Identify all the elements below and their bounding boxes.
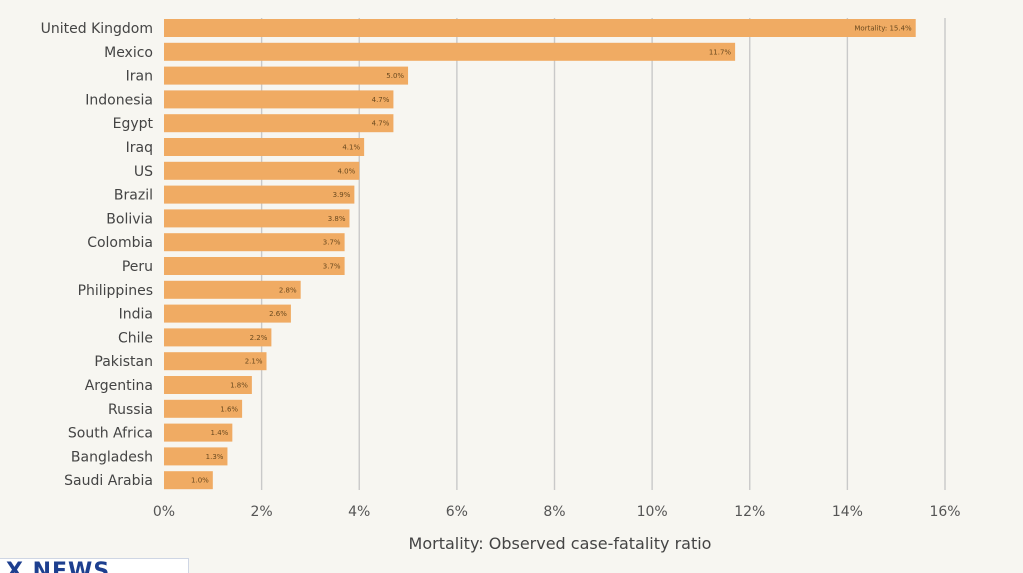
bar [164,90,394,109]
bar [164,114,394,133]
bar [164,352,267,371]
x-tick-label: 4% [348,504,370,520]
data-label: 3.7% [323,263,341,271]
category-label: Iran [126,69,153,85]
data-label: 3.7% [323,239,341,247]
category-label: Indonesia [85,92,153,108]
category-label: Pakistan [94,354,153,370]
bar [164,304,291,323]
data-label: 1.6% [220,405,238,413]
bar [164,399,243,418]
bar [164,66,409,85]
bar [164,423,233,442]
category-labels: United Kingdom Mexico Iran Indonesia Egypt Ir… [41,21,154,489]
bar [164,471,213,490]
data-label: 1.0% [191,477,209,485]
grid-lines [260,18,946,490]
x-tick-label: 0% [153,504,175,520]
data-label: 4.1% [342,144,360,152]
bar [164,257,345,275]
data-label: 4.7% [372,120,390,128]
data-label: 2.8% [279,286,297,294]
category-label: Russia [108,402,153,418]
x-axis-title: Mortality: Observed case-fatality ratio [409,534,712,553]
category-label: Peru [122,259,153,275]
category-label: Saudi Arabia [64,473,153,489]
news-logo-text: X NEWS [6,559,111,573]
data-label: 1.8% [230,382,248,390]
category-label: Colombia [87,235,153,251]
data-label: 4.0% [337,167,355,175]
category-label: Philippines [78,283,153,299]
x-tick-label: 8% [543,504,565,520]
x-tick-label: 12% [734,504,765,520]
category-label: India [119,307,153,323]
x-tick-labels: 0% 2% 4% 6% 8% 10% 12% 14% 16% [153,504,961,520]
data-label: 11.7% [709,48,732,56]
bar [164,161,360,180]
bar [164,233,345,252]
category-label: US [134,164,153,180]
bar [164,280,301,299]
x-tick-label: 14% [832,504,863,520]
data-label: 1.4% [211,429,229,437]
data-label: 3.8% [328,215,346,223]
data-label: 1.3% [206,453,224,461]
data-label: 5.0% [386,72,404,80]
x-tick-label: 10% [637,504,668,520]
category-label: Bangladesh [71,449,153,465]
category-label: Brazil [114,188,153,204]
data-label: 2.2% [250,334,268,342]
bar [164,185,355,204]
category-label: South Africa [68,426,153,442]
bar [164,138,365,156]
data-label: 3.9% [333,191,351,199]
bar [164,376,252,394]
bar [164,42,736,61]
category-label: Iraq [126,140,153,156]
category-label: Bolivia [106,211,153,227]
category-label: Chile [118,330,153,346]
bars: Mortality: 15.4% 11.7% 5.0% 4.7% 4.7% 4.1% 4.0… [164,19,916,490]
x-tick-label: 16% [929,504,960,520]
category-label: Argentina [85,378,153,394]
news-logo-watermark: X NEWS [0,558,189,573]
x-tick-label: 6% [446,504,468,520]
data-label: 2.6% [269,310,287,318]
category-label: United Kingdom [41,21,153,37]
bar [164,447,228,466]
data-label: Mortality: 15.4% [854,25,912,33]
data-label: 2.1% [245,358,263,366]
x-tick-label: 2% [251,504,273,520]
bar [164,19,916,37]
bar [164,209,350,228]
category-label: Egypt [113,116,154,132]
category-label: Mexico [104,45,153,61]
bar [164,328,272,347]
data-label: 4.7% [372,96,390,104]
